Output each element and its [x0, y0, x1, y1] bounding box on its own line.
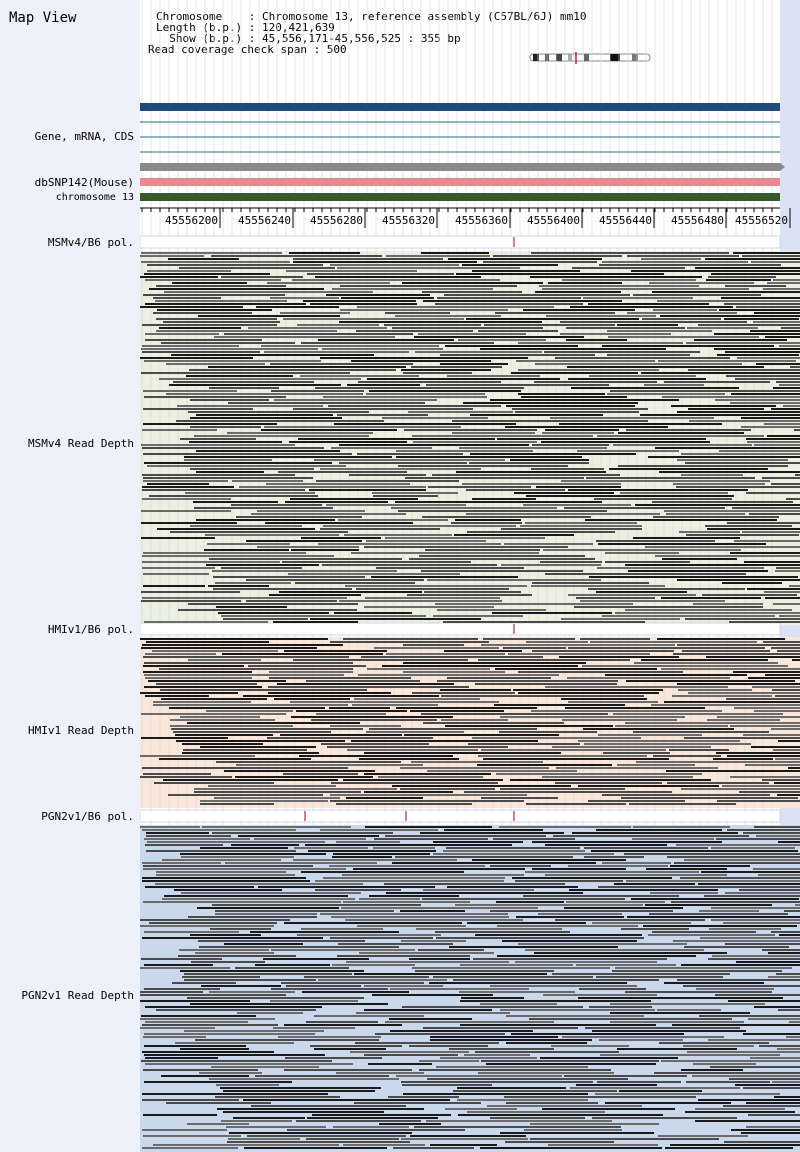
- pol-row: [140, 235, 781, 249]
- hmi-pol-label[interactable]: HMIv1/B6 pol.: [47, 623, 134, 636]
- map-view-title: Map View: [9, 10, 77, 26]
- track-label-panel: Map View Gene, mRNA, CDS dbSNP142(Mouse)…: [0, 0, 140, 1152]
- length-info: Length (b.p.) : 120,421,639: [156, 21, 335, 34]
- ruler-tick-label: 45556480: [671, 214, 724, 227]
- ruler-tick-label: 45556400: [527, 214, 580, 227]
- read-alignments: [140, 252, 800, 1149]
- ruler-tick-label: 45556240: [238, 214, 291, 227]
- ruler-tick-label: 45556520: [735, 214, 788, 227]
- gene-track-label[interactable]: Gene, mRNA, CDS: [34, 130, 134, 143]
- coverage-info: Read coverage check span : 500: [148, 43, 347, 56]
- gene-bar: [140, 103, 780, 111]
- snp-arrow-icon: [780, 163, 785, 171]
- ruler-tick-label: 45556360: [455, 214, 508, 227]
- pol-row: [140, 622, 781, 636]
- dbsnp-bar: [140, 178, 780, 186]
- dbsnp-track-label[interactable]: dbSNP142(Mouse): [34, 176, 134, 189]
- pgn-pol-label[interactable]: PGN2v1/B6 pol.: [41, 810, 134, 823]
- chromosome-track-label: chromosome 13: [55, 192, 134, 203]
- pgn-depth-label[interactable]: PGN2v1 Read Depth: [21, 989, 134, 1002]
- msm-pol-label[interactable]: MSMv4/B6 pol.: [47, 236, 134, 249]
- ruler-tick-label: 45556200: [165, 214, 218, 227]
- ruler-tick-label: 45556440: [599, 214, 652, 227]
- snp-gray-bar: [140, 163, 780, 171]
- msm-depth-label[interactable]: MSMv4 Read Depth: [28, 437, 134, 450]
- hmi-depth-label[interactable]: HMIv1 Read Depth: [28, 724, 134, 737]
- gene-track: [140, 103, 780, 153]
- chromosome-bar: [140, 193, 780, 201]
- ruler-tick-label: 45556280: [310, 214, 363, 227]
- chromosome-ideogram[interactable]: [528, 52, 652, 64]
- pol-row: [140, 809, 781, 823]
- genome-browser-canvas[interactable]: 45556200 45556240 45556280 45556320 45556360…: [140, 0, 800, 1152]
- ruler-tick-label: 45556320: [382, 214, 435, 227]
- show-info: Show (b.p.) : 45,556,171-45,556,525 : 35…: [156, 32, 461, 45]
- polymorphism-rows: [140, 235, 781, 823]
- position-ruler: 45556200 45556240 45556280 45556320 45556360…: [140, 207, 791, 228]
